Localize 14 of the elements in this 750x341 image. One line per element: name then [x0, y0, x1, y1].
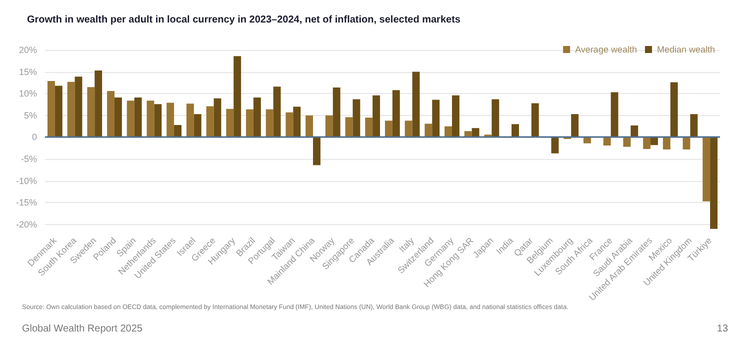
chart-title: Growth in wealth per adult in local currency in 2023–2024, net of inflation, selected markets [27, 14, 461, 26]
y-tick-label: -5% [20, 154, 37, 164]
y-tick-label: -15% [16, 198, 37, 208]
legend-label: Median wealth [656, 44, 716, 54]
y-tick-label: 15% [18, 66, 37, 77]
y-tick-label: -10% [16, 176, 37, 186]
y-tick-label: 0 [32, 132, 37, 142]
text: Global Wealth Report 2025 [22, 324, 143, 334]
y-tick-label: 20% [18, 45, 37, 55]
y-tick-label: 5% [24, 110, 37, 120]
legend-label: Average wealth [575, 44, 637, 54]
y-tick-label: 10% [18, 88, 37, 99]
text: 13 [716, 324, 728, 334]
y-tick-label: -20% [16, 219, 37, 230]
